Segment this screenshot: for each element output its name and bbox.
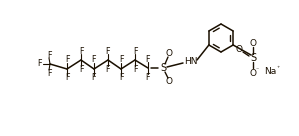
Text: F: F [65, 55, 69, 64]
Text: S: S [160, 63, 166, 73]
Text: F: F [106, 47, 110, 55]
Text: F: F [38, 60, 42, 69]
Text: F: F [79, 64, 83, 73]
Text: ⁺: ⁺ [276, 67, 280, 72]
Text: Na: Na [264, 67, 276, 76]
Text: F: F [65, 73, 69, 83]
Text: O: O [236, 46, 242, 55]
Text: F: F [92, 55, 96, 64]
Text: F: F [47, 50, 51, 60]
Text: F: F [92, 73, 96, 83]
Text: S: S [250, 53, 256, 63]
Text: F: F [119, 73, 123, 83]
Text: HN: HN [184, 58, 198, 67]
Text: F: F [133, 47, 137, 55]
Text: F: F [146, 72, 150, 81]
Text: O: O [166, 78, 173, 86]
Text: ⁻: ⁻ [255, 69, 259, 73]
Text: F: F [106, 64, 110, 73]
Text: F: F [133, 64, 137, 73]
Text: F: F [79, 47, 83, 55]
Text: F: F [47, 69, 51, 78]
Text: F: F [119, 55, 123, 64]
Text: O: O [249, 38, 257, 47]
Text: O: O [249, 69, 257, 78]
Text: O: O [166, 49, 173, 58]
Text: F: F [146, 55, 150, 64]
